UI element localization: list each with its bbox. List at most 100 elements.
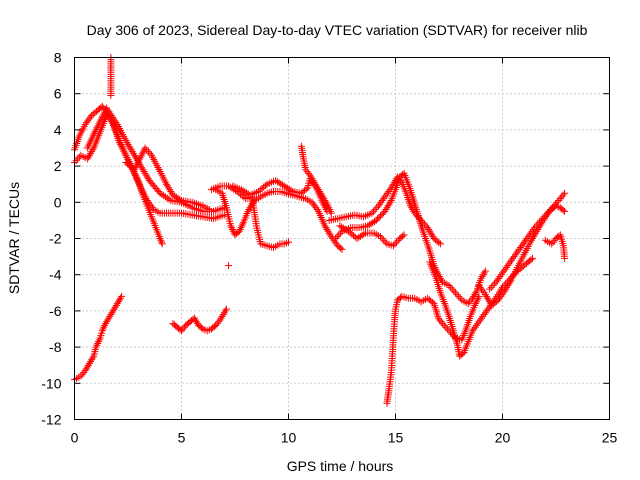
data-point-track-c (106, 110, 114, 118)
y-tick-label: 8 (54, 50, 62, 66)
data-point-track-n (524, 233, 532, 241)
data-point-track-j (394, 236, 402, 244)
data-point-track-m (481, 291, 489, 299)
data-point-track-g (256, 186, 264, 194)
data-point-track-a (86, 113, 94, 121)
data-point-track-k (333, 233, 341, 241)
data-point-track-b (145, 198, 153, 206)
data-point-track-h (324, 202, 332, 210)
data-point-track-n (532, 222, 540, 230)
data-point-track-d (141, 144, 149, 152)
data-point-track-n (492, 278, 500, 286)
data-point-track-h (323, 200, 331, 208)
data-point-track-n (496, 273, 504, 281)
data-point-track-c (131, 153, 139, 161)
data-point-track-m (526, 238, 534, 246)
data-point-track-c (156, 189, 164, 197)
data-point-track-o (118, 292, 126, 300)
x-axis-label: GPS time / hours (287, 458, 394, 474)
data-point-track-c (103, 104, 111, 112)
chart-title: Day 306 of 2023, Sidereal Day-to-day VTE… (87, 22, 588, 38)
data-point-track-h (307, 173, 315, 181)
data-point-track-d (146, 149, 154, 157)
data-point-track-e (311, 202, 319, 210)
data-point-track-c (140, 168, 148, 176)
data-point-track-n (511, 251, 519, 259)
data-point-track-i (378, 196, 386, 204)
data-point-dip-14.8h (475, 292, 483, 300)
data-point-track-k (448, 285, 456, 293)
y-tick-label: -4 (49, 267, 62, 283)
data-point-track-m (494, 296, 502, 304)
data-point-track-p (216, 316, 224, 324)
data-point-track-e (238, 222, 246, 230)
data-point-track-p (217, 314, 225, 322)
data-point-track-c (111, 117, 119, 125)
data-point-track-m (486, 298, 494, 306)
data-point-track-l (510, 271, 518, 279)
data-point-track-e (330, 236, 338, 244)
data-point-track-c (110, 115, 118, 123)
data-point-track-j (389, 242, 397, 250)
data-point-track-i (427, 229, 435, 237)
data-point-track-k (385, 200, 393, 208)
data-point-track-o (105, 314, 113, 322)
data-point-track-p (220, 309, 228, 317)
data-point-track-p (212, 321, 220, 329)
data-point-track-g (258, 185, 266, 193)
data-point-track-i (436, 240, 444, 248)
data-point-track-h (322, 198, 330, 206)
data-point-track-o (92, 343, 100, 351)
data-point-track-n (559, 191, 567, 199)
data-point-track-n (535, 218, 543, 226)
data-point-track-n (561, 189, 569, 197)
data-point-track-o (94, 339, 102, 347)
data-point-track-c (107, 111, 115, 119)
data-point-track-c (112, 119, 120, 127)
data-point-track-k (472, 289, 480, 297)
y-tick-label: -8 (49, 339, 62, 355)
data-point-track-o (93, 341, 101, 349)
x-tick-labels: 0 5 10 15 20 25 (71, 430, 618, 446)
data-point-track-m (479, 287, 487, 295)
data-point-track-c (143, 173, 151, 181)
data-point-track-i (382, 191, 390, 199)
data-point-track-d (122, 158, 130, 166)
x-tick-label: 25 (602, 430, 618, 446)
data-point-track-i (374, 202, 382, 210)
y-tick-label: 2 (54, 158, 62, 174)
data-point-track-l (481, 309, 489, 317)
data-point-track-p (180, 323, 188, 331)
data-point-track-i (380, 195, 388, 203)
data-point-track-h (310, 178, 318, 186)
data-point-track-n (543, 209, 551, 217)
data-point-track-a (82, 119, 90, 127)
data-point-track-b (85, 151, 93, 159)
data-point-track-n (513, 249, 521, 257)
data-point-track-o (114, 298, 122, 306)
data-point-track-p (213, 320, 221, 328)
data-point-track-m (561, 207, 569, 215)
data-point-track-l (475, 318, 483, 326)
data-point-track-p (191, 316, 199, 324)
data-point-track-h (313, 184, 321, 192)
data-point-track-e (337, 244, 345, 252)
data-point-track-n (522, 236, 530, 244)
data-point-track-j (399, 232, 407, 240)
data-point-track-h (326, 207, 334, 215)
data-point-track-k (480, 269, 488, 277)
data-point-track-h (314, 186, 322, 194)
data-point-track-p (219, 311, 227, 319)
data-point-track-g (260, 183, 268, 191)
data-point-track-d (176, 195, 184, 203)
data-point-track-o (113, 300, 121, 308)
data-point-track-k (445, 282, 453, 290)
y-tick-label: -10 (41, 375, 61, 391)
data-point-track-c (130, 151, 138, 159)
data-point-track-n (556, 195, 564, 203)
data-point-track-i (385, 187, 393, 195)
data-markers (71, 54, 569, 407)
data-point-dip-14.8h (436, 316, 444, 324)
data-point-track-e (228, 225, 236, 233)
data-point-track-a (157, 236, 165, 244)
